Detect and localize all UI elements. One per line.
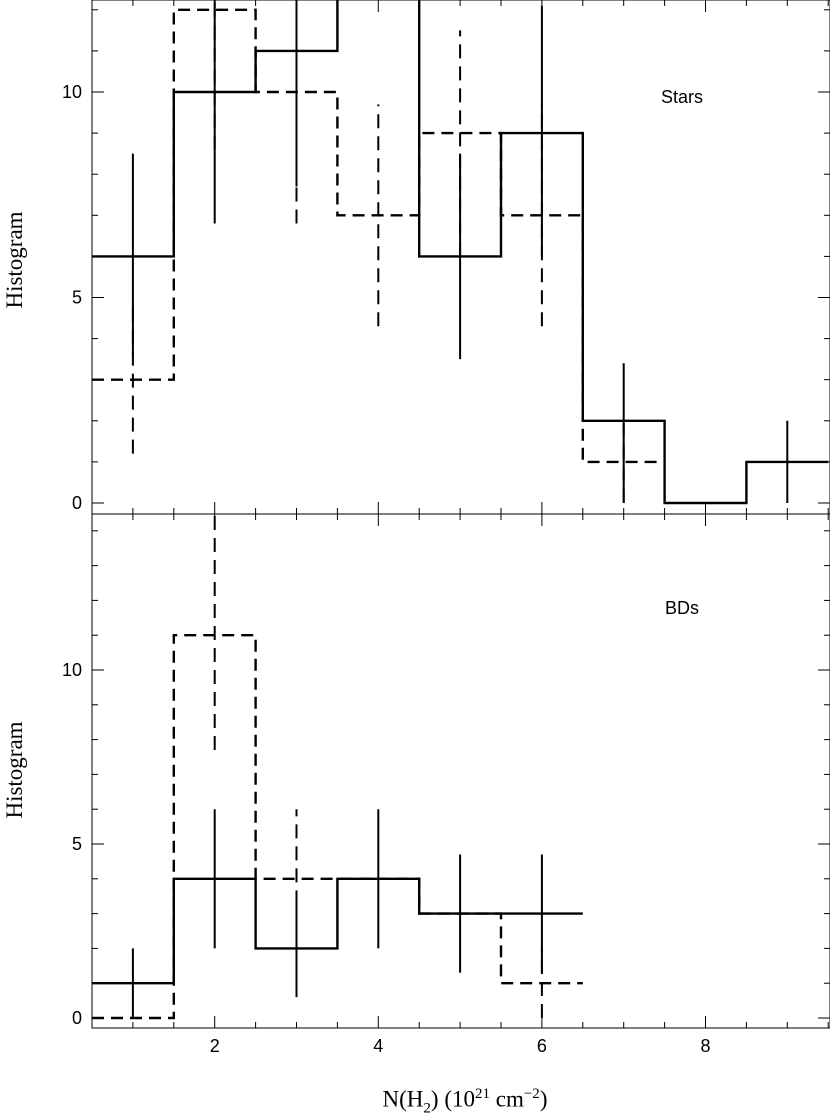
x-tick-label: 6 xyxy=(537,1036,547,1056)
panel-label: BDs xyxy=(665,598,699,618)
y-tick-label: 10 xyxy=(62,82,82,102)
y-tick-label: 0 xyxy=(72,1008,82,1028)
dashed-histogram-line xyxy=(92,635,583,1018)
y-axis-label: Histogram xyxy=(2,211,27,308)
y-tick-label: 5 xyxy=(72,288,82,308)
x-tick-label: 8 xyxy=(700,1036,710,1056)
y-tick-label: 10 xyxy=(62,660,82,680)
x-axis-label: N(H2) (1021 cm−2) xyxy=(0,1086,830,1117)
panel-bds: 0 5 10 2 4 6 8 Histogram BDs xyxy=(2,513,830,1056)
panel-stars: 05101520HistogramStars xyxy=(2,0,830,514)
y-tick-label: 5 xyxy=(72,834,82,854)
y-tick-label: 0 xyxy=(72,493,82,513)
x-tick-label: 4 xyxy=(373,1036,383,1056)
y-axis-label: Histogram xyxy=(2,721,27,818)
solid-histogram-line xyxy=(92,879,583,983)
x-tick-label: 2 xyxy=(210,1036,220,1056)
panel-label: Stars xyxy=(661,87,703,107)
